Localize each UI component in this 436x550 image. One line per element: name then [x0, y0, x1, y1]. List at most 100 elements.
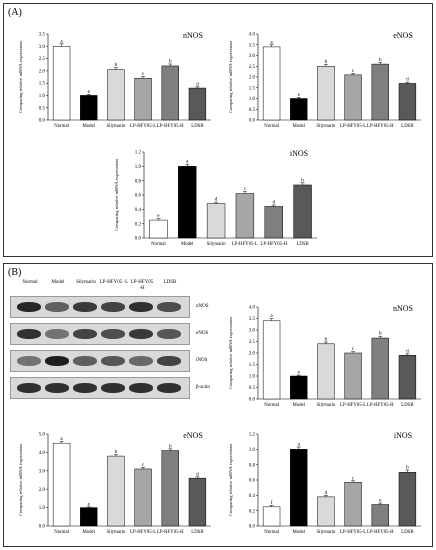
- significance-letter: a: [270, 313, 273, 319]
- blot-lane-header: LP-HFY05 -L: [96, 280, 132, 286]
- blot-band: [129, 302, 153, 312]
- blot-strip: [10, 377, 190, 399]
- x-tick-label: Normal: [54, 124, 69, 129]
- bar-normal: [262, 506, 281, 527]
- bar-ldsb: [293, 184, 312, 239]
- blot-strip: [10, 350, 190, 372]
- y-tick-label: 1.0: [249, 375, 256, 380]
- chart-title: eNOS: [183, 431, 203, 440]
- y-tick-label: 2.0: [39, 69, 46, 74]
- x-tick-label: LDSB: [401, 403, 413, 408]
- x-tick-label: LP-HFY05-H: [157, 124, 184, 129]
- blot-lane-header: Model: [40, 280, 76, 286]
- significance-letter: b: [325, 336, 328, 342]
- significance-letter: e: [298, 92, 301, 98]
- bar-lp-hfy05-h: [371, 337, 389, 400]
- bar-silymarin: [107, 455, 125, 527]
- x-tick-label: Silymarin: [316, 530, 336, 535]
- blot-band: [101, 383, 125, 393]
- y-tick-label: 5.0: [39, 433, 46, 438]
- significance-letter: c: [142, 71, 145, 77]
- significance-letter: d: [196, 81, 199, 87]
- bar-lp-hfy05-h: [161, 450, 179, 527]
- y-tick-label: 2.5: [39, 57, 46, 62]
- blot-lane-header: Normal: [12, 280, 48, 286]
- chart-title: nNOS: [393, 304, 413, 313]
- x-tick-label: LP-HFY05-H: [260, 242, 287, 247]
- y-tick-label: 0.6: [135, 194, 142, 199]
- blot-band: [157, 329, 181, 339]
- significance-letter: b: [115, 449, 118, 455]
- x-tick-label: Model: [292, 403, 305, 408]
- y-tick-label: 0.0: [39, 525, 46, 530]
- y-tick-label: 0.2: [249, 509, 256, 514]
- bar-normal: [149, 219, 168, 239]
- y-tick-label: 0.6: [249, 479, 256, 484]
- y-tick-label: 2.5: [249, 340, 256, 345]
- y-tick-label: 0.8: [135, 179, 142, 184]
- bar-model: [178, 166, 197, 239]
- x-tick-label: Normal: [264, 403, 279, 408]
- significance-letter: b: [169, 443, 172, 449]
- y-tick-label: 2.5: [249, 65, 256, 70]
- y-axis-label: Comparing relative mRNA expressions: [228, 317, 233, 390]
- blot-strip: [10, 323, 190, 345]
- significance-letter: e: [298, 370, 301, 376]
- blot-row-label: nNOS: [196, 304, 209, 309]
- chart-title: nNOS: [183, 31, 203, 40]
- blot-band: [45, 383, 69, 393]
- x-tick-label: LDSB: [401, 530, 413, 535]
- bar-lp-hfy05-l: [344, 352, 362, 400]
- chart-title: eNOS: [393, 31, 413, 40]
- x-tick-label: Silymarin: [106, 124, 126, 129]
- significance-letter: b: [169, 58, 172, 64]
- x-tick-label: Normal: [151, 242, 166, 247]
- bar-normal: [262, 320, 281, 400]
- chart-b-nnos: nNOS Comparing relative mRNA expressions 0…: [228, 304, 421, 408]
- y-tick-label: 1.5: [39, 82, 46, 87]
- x-tick-label: Model: [82, 530, 95, 535]
- x-tick-label: LP-HFY05-L: [340, 403, 366, 408]
- bar-ldsb: [188, 87, 207, 121]
- bar-silymarin: [107, 69, 125, 121]
- significance-letter: b: [325, 59, 328, 65]
- significance-letter: a: [60, 38, 63, 44]
- blot-band: [17, 302, 41, 312]
- blot-lane-header: Silymarin: [68, 280, 104, 286]
- y-tick-label: 0.0: [135, 237, 142, 242]
- chart-a-nnos: nNOS Comparing relative mRNA expressions 0…: [18, 31, 211, 129]
- y-tick-label: 1.0: [135, 165, 142, 170]
- y-tick-label: 4.0: [249, 306, 256, 311]
- x-tick-label: Silymarin: [316, 403, 336, 408]
- y-tick-label: 0.0: [249, 119, 256, 124]
- x-tick-label: LP-HFY05-L: [340, 530, 366, 535]
- significance-letter: d: [406, 348, 409, 354]
- bar-lp-hfy05-l: [134, 77, 152, 121]
- significance-letter: e: [379, 498, 382, 504]
- significance-letter: a: [270, 39, 273, 45]
- panel-b-label: (B): [8, 267, 22, 278]
- blot-band: [17, 383, 41, 393]
- x-tick-label: LP-HFY05-H: [367, 124, 394, 129]
- y-axis-label: Comparing relative mRNA expressions: [18, 41, 23, 114]
- blot-row-label: iNOS: [196, 358, 208, 363]
- bar-model: [80, 95, 98, 121]
- blot-band: [129, 329, 153, 339]
- x-tick-label: Normal: [264, 530, 279, 535]
- y-tick-label: 0.8: [249, 463, 256, 468]
- x-tick-label: Normal: [264, 124, 279, 129]
- significance-letter: c: [142, 462, 145, 468]
- blot-band: [45, 302, 69, 312]
- significance-letter: c: [244, 186, 247, 192]
- significance-letter: d: [196, 471, 199, 477]
- bar-ldsb: [398, 83, 417, 121]
- bar-silymarin: [317, 343, 335, 400]
- x-tick-label: Silymarin: [106, 530, 126, 535]
- blot-band: [17, 329, 41, 339]
- x-tick-label: LDSB: [191, 530, 203, 535]
- y-tick-label: 3.5: [39, 33, 46, 38]
- x-tick-label: Silymarin: [316, 124, 336, 129]
- y-tick-label: 0.4: [135, 208, 142, 213]
- significance-letter: e: [88, 501, 91, 507]
- bar-model: [290, 375, 308, 400]
